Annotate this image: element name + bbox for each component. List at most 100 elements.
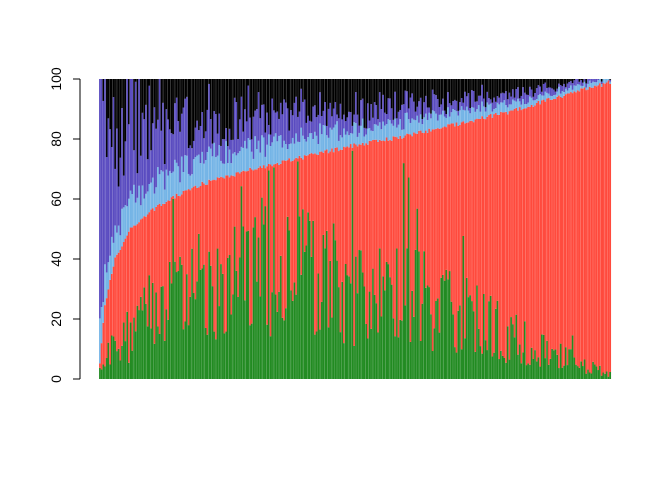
- bar-123-segment-2: [308, 153, 311, 221]
- bar-247-segment-4: [520, 95, 523, 105]
- bar-20-segment-1: [133, 317, 135, 379]
- bar-92-segment-1: [256, 281, 258, 379]
- bar-171-segment-1: [390, 284, 393, 379]
- bar-72-segment-3: [221, 163, 224, 178]
- bar-275-segment-4: [568, 81, 571, 88]
- bar-214-segment-1: [464, 338, 466, 379]
- bar-68-segment-4: [215, 114, 217, 158]
- bar-164-segment-5: [378, 79, 381, 93]
- bar-227-segment-4: [486, 91, 489, 103]
- bar-114-segment-2: [293, 159, 296, 283]
- bar-73-segment-2: [223, 178, 226, 334]
- bar-174-segment-4: [395, 118, 398, 128]
- bar-180-segment-4: [406, 91, 408, 113]
- bar-189-segment-1: [421, 303, 424, 379]
- bar-178-segment-1: [402, 163, 405, 379]
- bar-222-segment-3: [477, 105, 480, 119]
- bar-158-segment-3: [368, 128, 371, 141]
- bar-285-segment-3: [585, 87, 588, 91]
- bar-172-segment-1: [392, 318, 395, 379]
- bar-113-segment-5: [291, 79, 294, 116]
- bar-12-segment-4: [119, 157, 122, 236]
- bar-219-segment-1: [472, 311, 475, 379]
- bar-260-segment-3: [542, 95, 545, 100]
- bar-134-segment-4: [327, 108, 330, 138]
- bar-67-segment-2: [213, 179, 216, 332]
- bar-97-segment-3: [264, 156, 267, 169]
- bar-153-segment-4: [360, 100, 362, 126]
- bar-165-segment-3: [380, 129, 383, 141]
- bar-247-segment-3: [520, 104, 523, 111]
- bars-layer: [98, 79, 612, 379]
- bar-22-segment-5: [136, 79, 139, 174]
- bar-294-segment-5: [600, 79, 603, 82]
- bar-160-segment-1: [372, 268, 374, 379]
- bar-115-segment-4: [295, 96, 298, 134]
- bar-97-segment-1: [264, 206, 267, 379]
- bar-43-segment-1: [172, 198, 175, 379]
- bar-175-segment-2: [397, 138, 400, 338]
- bar-93-segment-3: [257, 140, 260, 168]
- bar-14-segment-3: [122, 207, 125, 242]
- bar-174-segment-1: [395, 248, 398, 379]
- bar-262-segment-1: [546, 340, 548, 379]
- bar-180-segment-3: [406, 112, 408, 134]
- bar-42-segment-5: [170, 79, 173, 134]
- bar-20-segment-3: [133, 184, 135, 226]
- bar-152-segment-2: [358, 144, 361, 251]
- bar-92-segment-2: [256, 169, 258, 282]
- bar-150-segment-2: [355, 144, 357, 257]
- bar-53-segment-4: [189, 145, 192, 176]
- bar-140-segment-5: [337, 79, 340, 119]
- bar-256-segment-4: [535, 88, 538, 99]
- bar-255-segment-3: [534, 100, 536, 106]
- bar-169-segment-4: [387, 98, 390, 120]
- bar-17-segment-5: [128, 79, 130, 125]
- bar-248-segment-4: [522, 87, 525, 100]
- bar-2-segment-2: [102, 322, 105, 365]
- bar-137-segment-2: [332, 152, 335, 224]
- bar-25-segment-3: [141, 185, 144, 219]
- bar-279-segment-3: [575, 85, 577, 93]
- bar-9-segment-5: [114, 79, 117, 169]
- bar-99-segment-2: [267, 163, 270, 171]
- bar-279-segment-2: [575, 92, 577, 365]
- bar-77-segment-1: [230, 314, 233, 379]
- bar-265-segment-3: [551, 96, 554, 100]
- bar-31-segment-1: [151, 282, 154, 379]
- bar-85-segment-3: [244, 140, 246, 172]
- bar-88-segment-3: [249, 139, 251, 168]
- bar-0-segment-3: [99, 318, 101, 364]
- bar-66-segment-5: [211, 79, 214, 144]
- bar-281-segment-5: [578, 79, 581, 82]
- bar-142-segment-3: [341, 137, 344, 150]
- bar-261-segment-1: [544, 358, 547, 379]
- bar-216-segment-1: [467, 297, 470, 379]
- bar-65-segment-3: [209, 148, 212, 181]
- bar-276-segment-3: [570, 85, 572, 93]
- bar-146-segment-2: [348, 147, 350, 277]
- bar-203-segment-4: [445, 114, 448, 118]
- bar-62-segment-1: [204, 327, 207, 379]
- bar-236-segment-3: [501, 102, 504, 113]
- bar-169-segment-1: [387, 264, 390, 379]
- bar-199-segment-5: [438, 79, 441, 108]
- y-axis: 0 20 40 60 80 100: [48, 67, 81, 383]
- bar-86-segment-5: [245, 79, 248, 122]
- bar-276-segment-4: [570, 81, 572, 86]
- bar-210-segment-5: [457, 79, 460, 111]
- bar-101-segment-5: [271, 79, 274, 99]
- bar-263-segment-3: [547, 93, 550, 99]
- bar-91-segment-4: [254, 110, 257, 137]
- bar-244-segment-2: [515, 107, 518, 315]
- bar-9-segment-3: [114, 225, 117, 258]
- bar-229-segment-3: [489, 103, 492, 115]
- bar-98-segment-4: [266, 112, 269, 145]
- bar-178-segment-3: [402, 129, 405, 138]
- bar-299-segment-3: [609, 81, 612, 84]
- bar-246-segment-5: [518, 79, 521, 99]
- bar-230-segment-3: [491, 111, 494, 118]
- bar-206-segment-4: [450, 105, 453, 113]
- bar-19-segment-3: [131, 194, 134, 228]
